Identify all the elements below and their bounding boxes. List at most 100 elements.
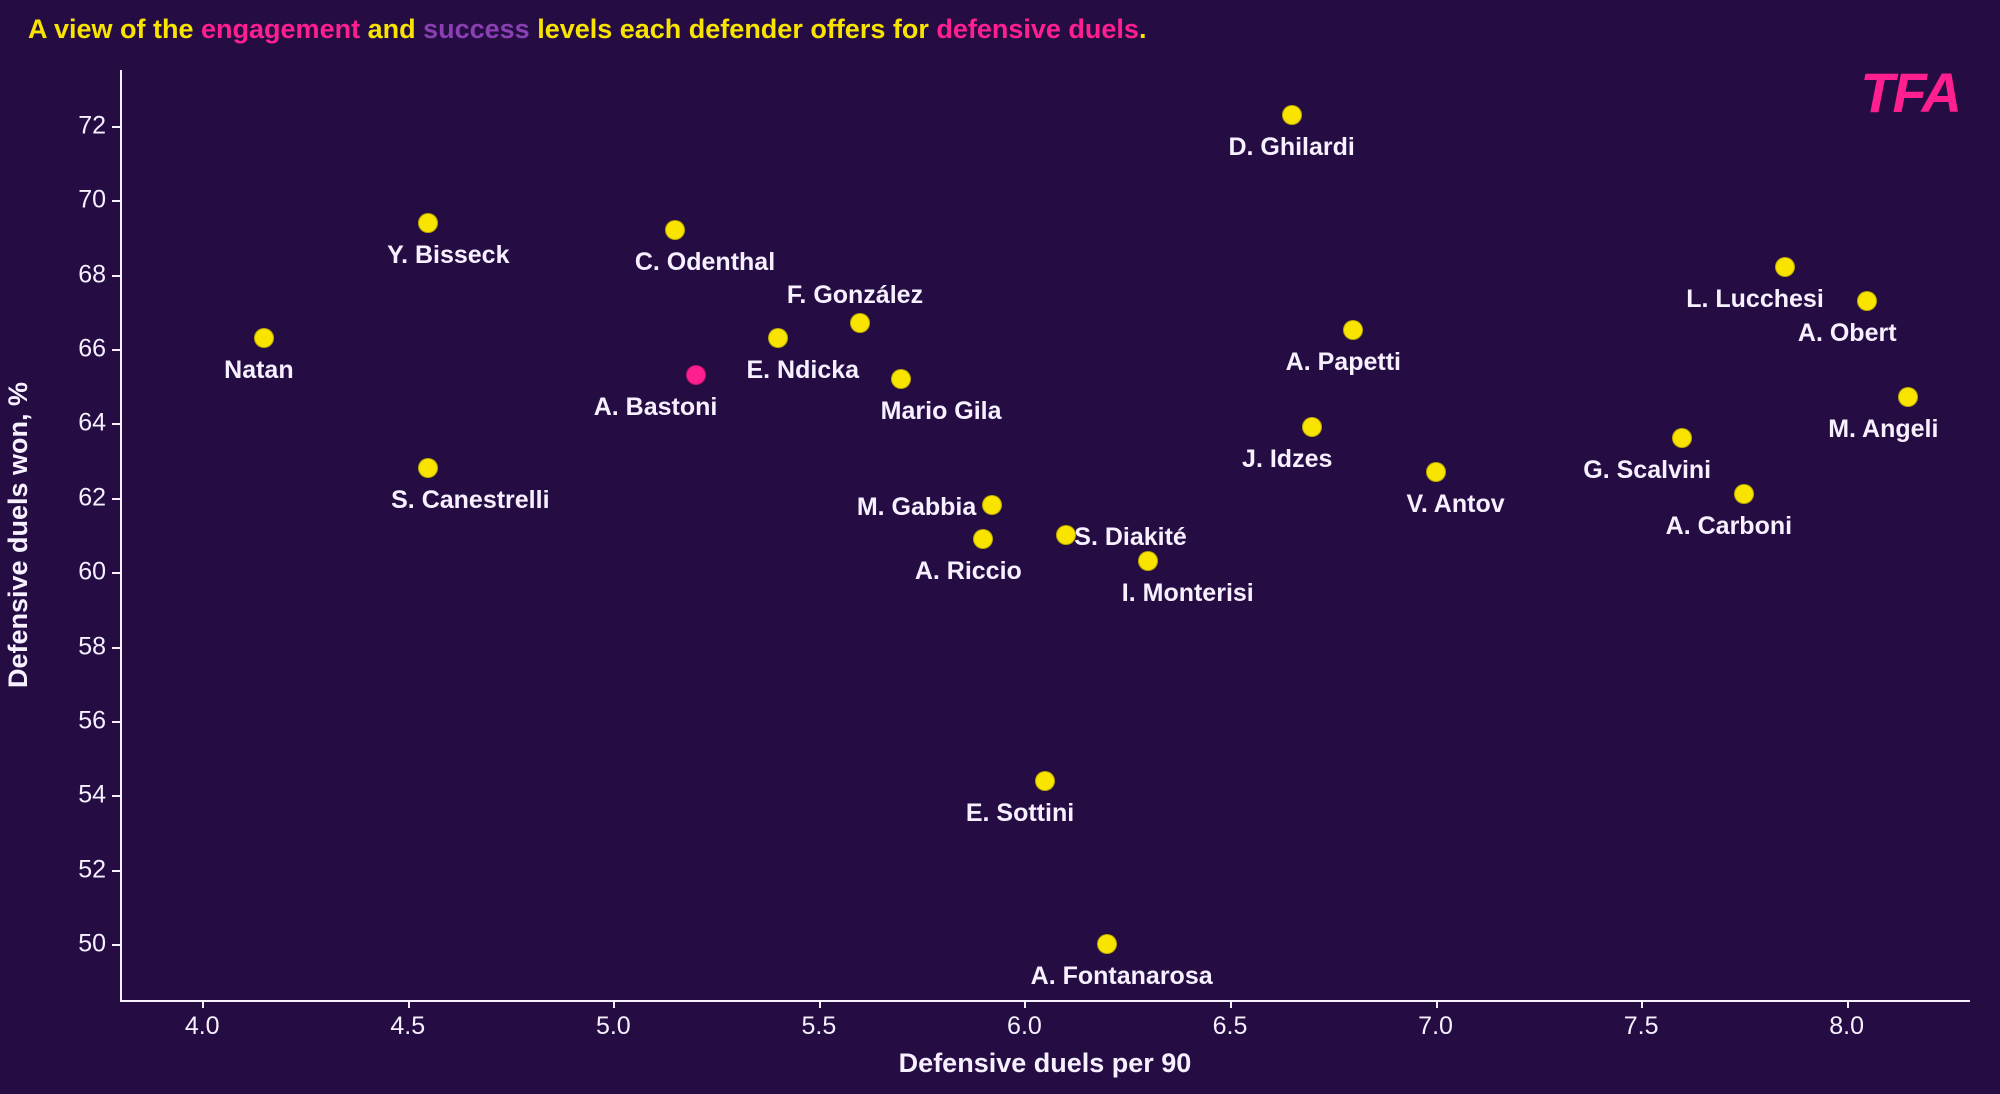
data-point-label: E. Ndicka [746, 356, 859, 385]
data-point-label: S. Diakité [1074, 523, 1187, 552]
data-point-label: L. Lucchesi [1686, 285, 1824, 314]
x-tick-label: 7.0 [1418, 1012, 1453, 1041]
x-tick-label: 8.0 [1829, 1012, 1864, 1041]
data-point [1734, 484, 1754, 504]
x-tick-label: 4.0 [185, 1012, 220, 1041]
data-point [418, 213, 438, 233]
data-point [768, 328, 788, 348]
data-point [891, 369, 911, 389]
data-point-label: A. Carboni [1666, 512, 1792, 541]
data-point-label: C. Odenthal [635, 248, 775, 277]
x-tick-label: 5.0 [596, 1012, 631, 1041]
data-point [1035, 771, 1055, 791]
data-point [1426, 462, 1446, 482]
title-segment: . [1139, 14, 1147, 44]
x-tick-label: 5.5 [801, 1012, 836, 1041]
data-point [1672, 428, 1692, 448]
x-tick [1641, 1000, 1643, 1008]
data-point [1282, 105, 1302, 125]
data-point [1138, 551, 1158, 571]
data-point-label: Mario Gila [881, 397, 1002, 426]
y-tick [112, 498, 120, 500]
data-point-label: S. Canestrelli [391, 486, 549, 515]
title-segment: engagement [201, 14, 360, 44]
data-point-label: A. Papetti [1286, 348, 1401, 377]
data-point-label: A. Fontanarosa [1031, 962, 1213, 991]
y-tick [112, 423, 120, 425]
data-point-label: E. Sottini [966, 799, 1074, 828]
y-tick [112, 200, 120, 202]
x-tick-label: 6.5 [1213, 1012, 1248, 1041]
y-tick [112, 647, 120, 649]
y-tick-label: 60 [70, 558, 106, 587]
y-tick-label: 50 [70, 930, 106, 959]
title-segment: success [423, 14, 530, 44]
y-tick [112, 275, 120, 277]
data-point [1343, 320, 1363, 340]
data-point [1056, 525, 1076, 545]
x-axis-title: Defensive duels per 90 [899, 1048, 1192, 1079]
chart-title: A view of the engagement and success lev… [28, 14, 1146, 45]
x-tick [408, 1000, 410, 1008]
x-tick [202, 1000, 204, 1008]
x-axis-line [120, 1000, 1970, 1002]
data-point-label: M. Gabbia [857, 493, 976, 522]
data-point [1857, 291, 1877, 311]
y-tick-label: 56 [70, 707, 106, 736]
data-point [418, 458, 438, 478]
data-point [254, 328, 274, 348]
x-tick [1436, 1000, 1438, 1008]
y-tick-label: 70 [70, 186, 106, 215]
x-tick [1847, 1000, 1849, 1008]
data-point [1302, 417, 1322, 437]
title-segment: and [360, 14, 423, 44]
y-tick-label: 64 [70, 409, 106, 438]
title-segment: defensive duels [936, 14, 1139, 44]
x-tick [1230, 1000, 1232, 1008]
y-tick [112, 944, 120, 946]
data-point-label: A. Obert [1798, 319, 1897, 348]
data-point [1775, 257, 1795, 277]
y-tick [112, 126, 120, 128]
y-axis-title: Defensive duels won, % [3, 382, 34, 688]
tfa-logo: TFA [1860, 60, 1960, 125]
y-tick [112, 721, 120, 723]
data-point-label: M. Angeli [1828, 415, 1938, 444]
data-point-label: Natan [224, 356, 293, 385]
x-tick [613, 1000, 615, 1008]
data-point-label: F. González [787, 281, 923, 310]
data-point-label: A. Bastoni [594, 393, 718, 422]
x-tick [1024, 1000, 1026, 1008]
x-tick-label: 7.5 [1624, 1012, 1659, 1041]
data-point-label: J. Idzes [1242, 445, 1332, 474]
y-axis-line [120, 70, 122, 1000]
x-tick-label: 6.0 [1007, 1012, 1042, 1041]
data-point-label: I. Monterisi [1122, 579, 1254, 608]
y-tick [112, 870, 120, 872]
y-tick-label: 62 [70, 483, 106, 512]
data-point [686, 365, 706, 385]
scatter-chart: A view of the engagement and success lev… [0, 0, 2000, 1094]
data-point [982, 495, 1002, 515]
y-tick [112, 795, 120, 797]
data-point [850, 313, 870, 333]
title-segment: A view of the [28, 14, 201, 44]
y-tick-label: 54 [70, 781, 106, 810]
y-tick-label: 58 [70, 632, 106, 661]
data-point [973, 529, 993, 549]
y-tick-label: 66 [70, 335, 106, 364]
data-point-label: D. Ghilardi [1228, 133, 1354, 162]
data-point-label: A. Riccio [915, 557, 1022, 586]
title-segment: levels each defender offers for [530, 14, 937, 44]
data-point-label: Y. Bisseck [387, 241, 509, 270]
y-tick [112, 572, 120, 574]
data-point [665, 220, 685, 240]
x-tick-label: 4.5 [390, 1012, 425, 1041]
data-point-label: G. Scalvini [1583, 456, 1711, 485]
y-tick-label: 68 [70, 260, 106, 289]
y-tick [112, 349, 120, 351]
data-point [1898, 387, 1918, 407]
x-tick [819, 1000, 821, 1008]
y-tick-label: 52 [70, 855, 106, 884]
data-point [1097, 934, 1117, 954]
